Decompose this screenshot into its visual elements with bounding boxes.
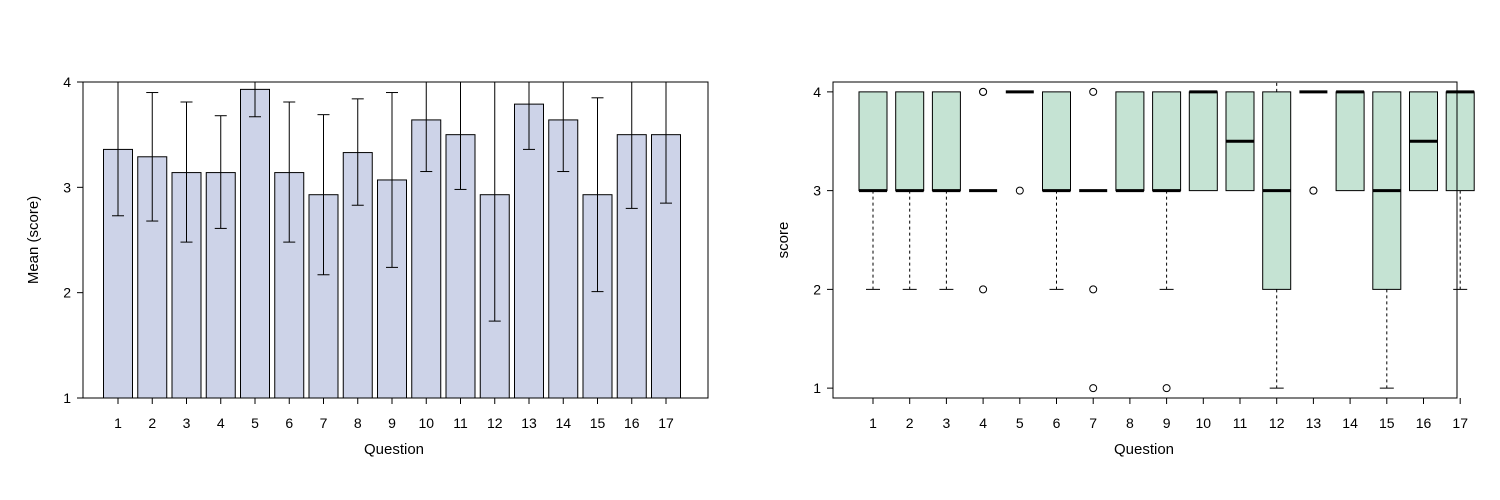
outlier-point-q4 bbox=[979, 285, 988, 294]
y-axis-label: score bbox=[775, 222, 792, 259]
x-tick-label: 9 bbox=[388, 415, 396, 431]
x-tick-label: 12 bbox=[1269, 415, 1285, 431]
box-q9 bbox=[1152, 91, 1182, 192]
x-tick-label: 12 bbox=[487, 415, 503, 431]
y-axis-label: Mean (score) bbox=[25, 196, 42, 284]
x-tick-label: 1 bbox=[869, 415, 877, 431]
outlier-point-q4 bbox=[979, 87, 988, 96]
box-q17 bbox=[1445, 91, 1475, 192]
x-tick-label: 7 bbox=[1089, 415, 1097, 431]
plot-frame bbox=[82, 81, 709, 399]
outlier-point-q7 bbox=[1089, 285, 1098, 294]
x-tick-label: 4 bbox=[217, 415, 225, 431]
x-tick-label: 5 bbox=[251, 415, 259, 431]
y-tick-label: 2 bbox=[63, 285, 71, 301]
bar-q13 bbox=[514, 103, 544, 399]
x-tick-label: 10 bbox=[1196, 415, 1212, 431]
x-tick-label: 7 bbox=[320, 415, 328, 431]
y-tick-label: 3 bbox=[63, 179, 71, 195]
box-q1 bbox=[858, 91, 888, 192]
y-tick-label: 1 bbox=[813, 380, 821, 396]
x-tick-label: 13 bbox=[1306, 415, 1322, 431]
x-tick-label: 11 bbox=[1233, 415, 1248, 431]
box-q10 bbox=[1188, 91, 1218, 192]
x-tick-label: 6 bbox=[1053, 415, 1061, 431]
y-tick-label: 3 bbox=[813, 183, 821, 199]
x-tick-label: 2 bbox=[148, 415, 156, 431]
x-tick-label: 10 bbox=[418, 415, 434, 431]
outlier-point-q7 bbox=[1089, 87, 1098, 96]
x-tick-label: 9 bbox=[1163, 415, 1171, 431]
x-tick-label: 15 bbox=[590, 415, 606, 431]
outlier-point-q7 bbox=[1089, 384, 1098, 393]
box-q6 bbox=[1042, 91, 1071, 192]
x-tick-label: 1 bbox=[114, 415, 122, 431]
bar-q4 bbox=[205, 172, 236, 399]
x-tick-label: 16 bbox=[624, 415, 640, 431]
x-axis-label: Question bbox=[364, 441, 424, 458]
y-tick-label: 4 bbox=[63, 74, 71, 90]
x-tick-label: 15 bbox=[1379, 415, 1395, 431]
x-tick-label: 14 bbox=[555, 415, 571, 431]
y-tick-label: 1 bbox=[63, 390, 71, 406]
outlier-point-q13 bbox=[1309, 186, 1318, 195]
x-tick-label: 13 bbox=[521, 415, 537, 431]
x-tick-label: 3 bbox=[183, 415, 191, 431]
box-q14 bbox=[1335, 91, 1365, 192]
y-tick-label: 2 bbox=[813, 281, 821, 297]
x-tick-label: 11 bbox=[453, 415, 468, 431]
bar-q5 bbox=[240, 88, 270, 399]
x-tick-label: 8 bbox=[354, 415, 362, 431]
x-tick-label: 14 bbox=[1342, 415, 1358, 431]
x-tick-label: 4 bbox=[979, 415, 987, 431]
x-tick-label: 2 bbox=[906, 415, 914, 431]
x-tick-label: 5 bbox=[1016, 415, 1024, 431]
box-q2 bbox=[895, 91, 925, 192]
outlier-point-q9 bbox=[1162, 384, 1171, 393]
x-tick-label: 17 bbox=[1452, 415, 1468, 431]
y-tick-label: 4 bbox=[813, 84, 821, 100]
x-tick-label: 3 bbox=[943, 415, 951, 431]
plot-frame bbox=[832, 81, 1458, 399]
x-tick-label: 17 bbox=[658, 415, 674, 431]
outlier-point-q5 bbox=[1015, 186, 1024, 195]
x-tick-label: 6 bbox=[285, 415, 293, 431]
box-q3 bbox=[931, 91, 961, 192]
x-axis-label: Question bbox=[1114, 441, 1174, 458]
x-tick-label: 8 bbox=[1126, 415, 1134, 431]
x-tick-label: 16 bbox=[1416, 415, 1432, 431]
box-q8 bbox=[1115, 91, 1145, 192]
